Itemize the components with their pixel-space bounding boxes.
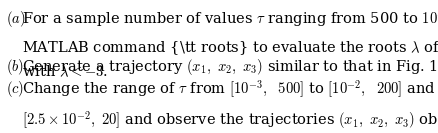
Text: Change the range of $\tau$ from $[10^{-3},\ \ 500]$ to $[10^{-2},\ \ 200]$ and t: Change the range of $\tau$ from $[10^{-3… <box>22 79 438 131</box>
Text: $(a)$: $(a)$ <box>6 9 25 29</box>
Text: $(c)$: $(c)$ <box>6 79 24 99</box>
Text: $(b)$: $(b)$ <box>6 57 24 77</box>
Text: For a sample number of values $\tau$ ranging from 500 to $10^{-3}$, use
MATLAB c: For a sample number of values $\tau$ ran… <box>22 9 438 80</box>
Text: Generate a trajectory $(x_1,\ x_2,\ x_3)$ similar to that in Fig. 12.1.: Generate a trajectory $(x_1,\ x_2,\ x_3)… <box>22 57 438 77</box>
